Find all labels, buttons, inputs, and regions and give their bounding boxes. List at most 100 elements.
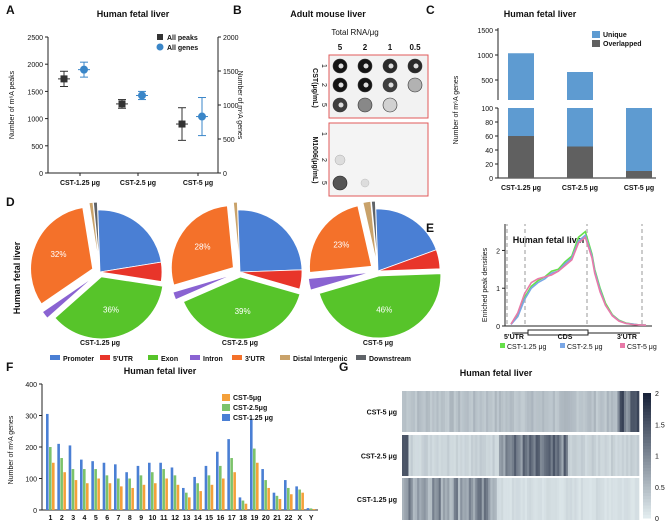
panel-g-heatmap-cell xyxy=(610,391,614,432)
panel-g-heatmap-cell xyxy=(496,391,500,432)
panel-g-heatmap-cell xyxy=(475,478,478,520)
panel-g-heatmap-cell xyxy=(595,391,599,432)
panel-g-heatmap-cell xyxy=(537,435,541,476)
panel-a-y-tick-label: 0 xyxy=(39,171,43,178)
panel-g-heatmap-cell xyxy=(447,391,450,432)
panel-g-colorbar-cell xyxy=(643,439,651,444)
panel-g-heatmap-cell xyxy=(436,435,439,476)
panel-d-legend-swatch xyxy=(50,355,60,360)
panel-g-heatmap-cell xyxy=(451,478,454,520)
panel-f-bar-chr12 xyxy=(176,484,180,510)
panel-g-colorbar-cell xyxy=(643,427,651,431)
panel-c-x-tick-label: CST-2.5 μg xyxy=(562,185,598,192)
panel-letter-a: A xyxy=(6,3,15,17)
panel-g-heatmap-cell xyxy=(531,391,534,432)
panel-g-heatmap-cell xyxy=(402,435,405,476)
panel-b-dot xyxy=(360,178,370,188)
panel-g-heatmap-cell xyxy=(410,391,414,432)
panel-g-heatmap-cell xyxy=(414,435,418,476)
panel-f-bar-chr8 xyxy=(128,478,131,510)
panel-g-heatmap-cell xyxy=(636,391,640,432)
panel-g-heatmap-cell xyxy=(442,478,446,520)
panel-d-slice-distal-intergenic xyxy=(88,201,100,265)
panel-g-heatmap-cell xyxy=(621,478,625,520)
panel-d-slice-promoter xyxy=(375,208,437,272)
panel-e-legend-label: CST-5 μg xyxy=(627,344,657,351)
panel-g-colorbar-cell xyxy=(643,396,651,400)
panel-g-colorbar-tick: 0 xyxy=(655,516,659,522)
panel-c-x-tick-label: CST-1.25 μg xyxy=(501,185,541,192)
panel-d-slice-downstream xyxy=(370,200,378,264)
panel-f-bar-chr18 xyxy=(244,503,248,510)
panel-d-legend-swatch xyxy=(280,355,290,360)
panel-g-heatmap-cell xyxy=(473,435,476,476)
panel-g-heatmap-cell xyxy=(634,435,638,476)
panel-g-heatmap-cell xyxy=(520,391,523,432)
panel-g-heatmap-cell xyxy=(522,478,526,520)
panel-g-heatmap-cell xyxy=(567,435,571,476)
panel-g-colorbar-cell xyxy=(643,514,651,519)
panel-g-heatmap-cell xyxy=(490,478,493,520)
panel-d-slice-label: 23% xyxy=(333,241,349,250)
panel-g-heatmap-cell xyxy=(462,435,465,476)
panel-g-heatmap-cell xyxy=(526,435,530,476)
panel-d-legend-label: Distal Intergenic xyxy=(293,356,348,363)
panel-g-heatmap-cell xyxy=(481,391,485,432)
panel-g-colorbar-cell xyxy=(643,455,651,460)
panel-f-x-tick-label: 7 xyxy=(117,515,121,522)
panel-d-legend-label: Downstream xyxy=(369,356,411,363)
panel-g-heatmap-cell xyxy=(507,435,511,476)
panel-a-point-all-genes xyxy=(198,112,206,121)
panel-f-bar-chr17 xyxy=(227,439,230,510)
panel-e-legend-swatch xyxy=(560,343,565,348)
panel-d-legend-swatch xyxy=(356,355,366,360)
panel-g-heatmap-cell xyxy=(511,435,515,476)
panel-f-x-tick-label: Y xyxy=(309,515,314,522)
panel-f-bar-chr20 xyxy=(261,469,264,510)
panel-f-bar-chr21 xyxy=(278,498,282,510)
panel-g-heatmap-cell xyxy=(610,435,614,476)
panel-g-heatmap-cell xyxy=(559,435,562,476)
panel-d-slice-promoter xyxy=(97,209,162,273)
panel-g-heatmap-cell xyxy=(542,435,545,476)
panel-g-heatmap-cell xyxy=(591,391,595,432)
panel-g-heatmap-cell xyxy=(514,478,517,520)
panel-g-heatmap-cell xyxy=(578,478,582,520)
panel-g-heatmap-cell xyxy=(623,435,627,476)
panel-g-heatmap-cell xyxy=(529,391,532,432)
panel-g-heatmap-cell xyxy=(518,478,521,520)
panel-f-bar-chr10 xyxy=(148,462,151,510)
panel-f-bar-chr18 xyxy=(241,500,245,510)
panel-letter-f: F xyxy=(6,360,13,374)
panel-g-heatmap-cell xyxy=(572,435,575,476)
panel-f-bar-chr5 xyxy=(97,478,100,510)
panel-g-heatmap-cell xyxy=(628,435,631,476)
panel-f-bar-chr8 xyxy=(125,472,128,510)
panel-g-heatmap-cell xyxy=(438,391,442,432)
panel-f-x-tick-label: 2 xyxy=(60,515,64,522)
panel-g-heatmap-cell xyxy=(630,391,633,432)
panel-f-bar-chr2 xyxy=(57,443,60,510)
panel-d-pie-label: CST-1.25 μg xyxy=(80,340,120,347)
panel-g-heatmap-cell xyxy=(509,478,513,520)
panel-g-heatmap-cell xyxy=(445,391,448,432)
panel-g-heatmap-cell xyxy=(559,391,562,432)
panel-g-heatmap-cell xyxy=(417,391,420,432)
panel-f-bar-chr3 xyxy=(68,445,72,510)
panel-d-pie-label: CST-5 μg xyxy=(363,340,393,347)
panel-g-heatmap-cell xyxy=(516,478,519,520)
panel-g-heatmap-cell xyxy=(636,478,640,520)
panel-f-bar-chr17 xyxy=(233,472,236,510)
panel-f-x-tick-label: 13 xyxy=(183,515,191,522)
panel-g-heatmap-cell xyxy=(632,478,635,520)
panel-g-heatmap-cell xyxy=(531,478,534,520)
panel-g-heatmap-cell xyxy=(593,478,597,520)
panel-g-heatmap-cell xyxy=(412,391,416,432)
panel-f-bar-chr13 xyxy=(182,487,185,510)
panel-f-x-tick-label: 8 xyxy=(128,515,132,522)
panel-g-heatmap-cell xyxy=(425,435,429,476)
panel-d-slice-distal-intergenic xyxy=(232,201,240,265)
panel-g-heatmap-cell xyxy=(608,478,612,520)
panel-g-heatmap-cell xyxy=(492,478,495,520)
panel-d-legend-swatch xyxy=(190,355,200,360)
